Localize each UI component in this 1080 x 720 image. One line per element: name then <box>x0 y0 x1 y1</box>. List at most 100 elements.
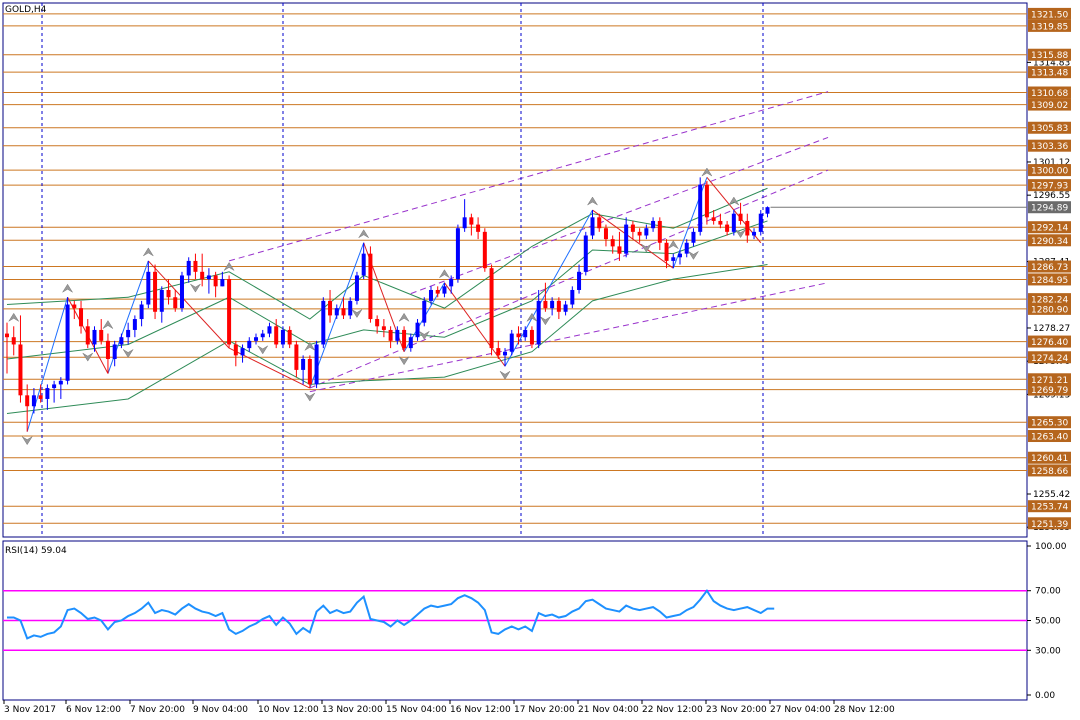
rsi-tick-label: 70.00 <box>1035 587 1061 597</box>
price-level-tag: 1263.40 <box>1028 430 1071 443</box>
rsi-tick-label: 0.00 <box>1035 691 1055 701</box>
fractal-down-arrow <box>257 345 268 355</box>
fractal-down-arrow <box>735 229 746 239</box>
fractal-down-arrow <box>122 349 134 358</box>
candle-body <box>402 329 407 349</box>
time-axis: 3 Nov 2017 6 Nov 12:00 7 Nov 20:00 9 Nov 04… <box>3 700 895 715</box>
price-level-tag-label: 1276.40 <box>1031 338 1068 348</box>
candlesticks <box>5 177 770 432</box>
price-level-tag: 1258.66 <box>1028 464 1071 477</box>
main-chart-area[interactable] <box>2 2 1028 538</box>
candle-body <box>603 228 608 240</box>
price-level-tag: 1315.88 <box>1028 48 1071 61</box>
candle-body <box>449 279 454 287</box>
price-levels <box>3 13 1027 524</box>
price-level-tag-label: 1265.30 <box>1031 419 1068 429</box>
candle-body <box>489 268 494 349</box>
candle-body <box>287 329 292 345</box>
price-level-tag-bg <box>1028 416 1071 429</box>
time-tick-label: 17 Nov 20:00 <box>514 705 575 715</box>
candle-body <box>536 300 541 345</box>
price-level-tag-bg <box>1028 260 1071 273</box>
zigzag-segment <box>504 209 593 367</box>
candle-body <box>617 246 622 254</box>
candle-body <box>455 228 460 280</box>
time-tick-label: 21 Nov 04:00 <box>578 705 639 715</box>
fractal-down-arrow <box>419 331 430 340</box>
rsi-title-label: RSI(14) 59.04 <box>5 546 67 556</box>
candle-body <box>38 395 43 399</box>
fractal-down-arrow <box>540 316 551 326</box>
candle-body <box>72 304 77 309</box>
candle-body <box>274 326 279 345</box>
candle-body <box>5 333 9 338</box>
rsi-tick-label: 50.00 <box>1035 617 1061 627</box>
candle-body <box>146 271 151 305</box>
candle-body <box>469 217 474 225</box>
price-level-tag-label: 1282.24 <box>1031 296 1068 306</box>
price-level-tag: 1292.14 <box>1028 221 1071 234</box>
price-level-tag: 1297.93 <box>1028 179 1071 192</box>
price-level-tag: 1309.02 <box>1028 98 1071 111</box>
candle-body <box>213 275 218 287</box>
price-level-tag-label: 1286.73 <box>1031 263 1068 273</box>
candle-body <box>92 329 97 345</box>
candle-body <box>227 279 232 345</box>
fractal-up-arrow <box>526 312 538 322</box>
price-level-tag-label: 1290.34 <box>1031 237 1068 247</box>
candle-body <box>590 217 595 236</box>
price-tick-label: 1296.55 <box>1033 191 1070 201</box>
price-level-tag-label: 1305.83 <box>1031 124 1068 134</box>
price-level-tag-bg <box>1028 234 1071 247</box>
rsi-tick-label: 30.00 <box>1035 646 1061 656</box>
candle-body <box>422 300 427 323</box>
price-level-tag: 1284.95 <box>1028 273 1071 286</box>
price-level-tag-label: 1315.88 <box>1031 51 1068 61</box>
price-level-tag: 1290.34 <box>1028 234 1071 247</box>
candle-body <box>698 184 703 232</box>
candle-body <box>684 242 689 254</box>
candle-body <box>52 384 57 389</box>
candle-body <box>85 326 90 345</box>
price-level-tag-label: 1280.90 <box>1031 305 1068 315</box>
candle-body <box>301 359 306 370</box>
candle-body <box>361 253 366 276</box>
candle-body <box>765 207 770 214</box>
price-level-tag-bg <box>1028 139 1071 152</box>
fractal-down-arrow <box>304 392 316 402</box>
price-level-tag-label: 1309.02 <box>1031 101 1068 111</box>
candle-body <box>415 322 420 338</box>
candle-body <box>570 289 575 305</box>
candle-body <box>45 388 50 399</box>
price-tick-label: 1314.83 <box>1033 58 1070 68</box>
price-level-tag-label: 1321.50 <box>1031 10 1068 20</box>
price-level-tag-bg <box>1028 351 1071 364</box>
candle-body <box>65 304 70 381</box>
candle-body <box>610 239 615 247</box>
candle-body <box>637 231 642 236</box>
candle-body <box>25 395 30 407</box>
candle-body <box>408 337 413 349</box>
candle-body <box>166 289 171 298</box>
candle-body <box>254 337 259 341</box>
price-level-tag-label: 1284.95 <box>1031 276 1068 286</box>
price-level-tag-label: 1260.41 <box>1031 454 1068 464</box>
candle-body <box>368 253 373 320</box>
fractal-up-arrow <box>102 320 114 329</box>
current-price-tag: 1294.89 <box>770 201 1071 214</box>
price-level-tag-bg <box>1028 500 1071 513</box>
candle-body <box>126 329 131 338</box>
candle-body <box>132 319 137 330</box>
fractal-up-arrow <box>223 261 235 271</box>
price-level-tag-bg <box>1028 430 1071 443</box>
candle-body <box>597 217 602 229</box>
price-level-tag: 1271.21 <box>1028 373 1071 386</box>
price-level-tag: 1286.73 <box>1028 260 1071 273</box>
fractal-up-arrow <box>728 196 740 206</box>
rsi-subwindow[interactable]: 100.00 70.00 50.00 30.00 0.00 <box>2 540 1067 701</box>
price-level-tag-bg <box>1028 373 1071 386</box>
fractal-down-arrow <box>190 283 201 293</box>
channel-line <box>309 282 829 393</box>
candle-body <box>139 304 144 320</box>
